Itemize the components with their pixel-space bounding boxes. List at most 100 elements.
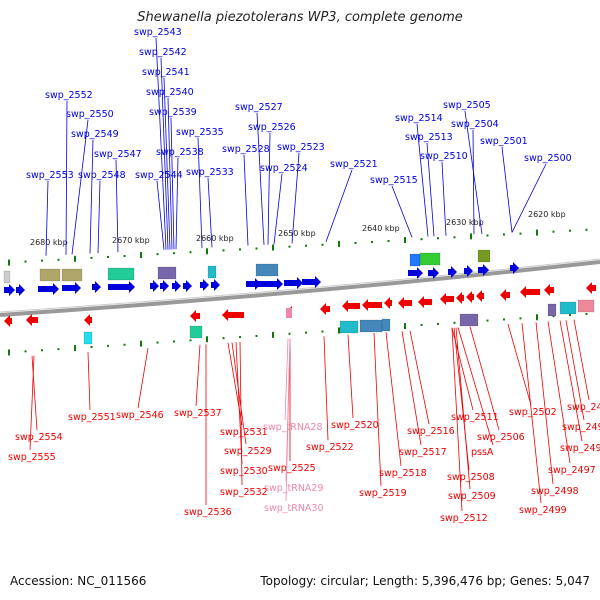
gene-label-bottom: swp_2532 — [220, 487, 268, 498]
bottom-label-leader — [231, 342, 247, 445]
top-label-leader — [416, 123, 429, 237]
gene-label-top: swp_2500 — [524, 153, 572, 164]
bottom-label-leader — [87, 352, 91, 411]
reverse-gene-arrow — [500, 289, 510, 301]
scale-tick-bottom — [288, 332, 291, 335]
gene-label-bottom: swp_2495 — [562, 422, 600, 433]
forward-gene-arrow — [246, 278, 261, 290]
gene-label-top: swp_2548 — [78, 170, 126, 181]
gene-label-top: swp_2553 — [26, 170, 74, 181]
gene-label-top: swp_2526 — [248, 122, 296, 133]
gene-label-bottom: swp_2551 — [68, 412, 116, 423]
gene-label-top: swp_2547 — [94, 149, 142, 160]
scale-label: 2620 kbp — [528, 210, 566, 219]
bottom-label-leader — [573, 319, 590, 401]
forward-gene-arrow — [160, 280, 169, 292]
scale-tick-top — [288, 245, 291, 248]
forward-gene-arrow — [211, 279, 220, 291]
reverse-gene-arrow — [26, 314, 38, 326]
gene-label-top: swp_2523 — [277, 142, 325, 153]
reverse-gene-arrow — [544, 284, 554, 296]
scale-tick-bottom — [321, 330, 324, 333]
bottom-label-leader — [385, 332, 402, 467]
bottom-label-leader — [507, 324, 532, 406]
gene-label-bottom: swp_2522 — [306, 442, 354, 453]
gene-label-bottom: swp_2530 — [220, 466, 268, 477]
scale-tick-top — [486, 234, 489, 237]
gene-label-bottom: swp_2512 — [440, 513, 488, 524]
reverse-gene-arrow — [84, 314, 92, 326]
scale-tick-bottom — [123, 343, 126, 346]
forward-gene-arrow — [16, 284, 25, 296]
annotation-box — [547, 303, 557, 317]
gene-label-bottom: swp_2506 — [477, 432, 525, 443]
scale-tick-top — [404, 237, 406, 244]
gene-label-bottom: swp_2519 — [359, 488, 407, 499]
annotation-box — [359, 319, 383, 333]
annotation-box — [189, 325, 203, 339]
gene-label-bottom: swp_2537 — [174, 408, 222, 419]
scale-tick-bottom — [8, 349, 10, 356]
reverse-gene-arrow — [4, 315, 12, 327]
gene-label-bottom: swp_2497 — [548, 465, 596, 476]
gene-label-bottom: swp_2498 — [531, 486, 579, 497]
scale-tick-bottom — [420, 323, 423, 326]
gene-label-top: swp_2543 — [134, 27, 182, 38]
scale-tick-bottom — [189, 339, 192, 342]
scale-label: 2680 kbp — [30, 238, 68, 247]
annotation-box — [339, 320, 359, 334]
scale-label: 2670 kbp — [112, 236, 150, 245]
scale-tick-bottom — [41, 349, 43, 352]
scale-tick-bottom — [437, 322, 439, 325]
gene-label-top: swp_2549 — [71, 129, 119, 140]
gene-label-bottom: swp_2516 — [407, 426, 455, 437]
scale-tick-bottom — [453, 321, 456, 324]
scale-tick-bottom — [585, 312, 588, 315]
forward-gene-arrow — [200, 279, 209, 291]
top-label-leader — [89, 139, 94, 254]
top-label-leader — [426, 142, 435, 237]
gene-label-bottom: swp_2520 — [331, 420, 379, 431]
gene-label-bottom: swp_2511 — [451, 412, 499, 423]
annotation-box — [3, 270, 11, 284]
annotation-box — [419, 252, 441, 266]
forward-gene-arrow — [108, 281, 135, 293]
gene-label-top: swp_2535 — [176, 127, 224, 138]
scale-tick-top — [57, 258, 60, 261]
scale-tick-top — [189, 251, 192, 254]
top-label-leader — [163, 77, 171, 250]
scale-label: 2650 kbp — [278, 229, 316, 238]
gene-label-top: swp_2515 — [370, 175, 418, 186]
bottom-label-leader — [409, 330, 430, 425]
gene-label-bottom: swp_2517 — [399, 447, 447, 458]
bottom-label-leader — [535, 322, 554, 485]
top-label-leader — [65, 100, 68, 255]
top-label-leader — [167, 97, 173, 250]
gene-label-top: swp_2550 — [66, 109, 114, 120]
scale-tick-top — [536, 229, 538, 236]
scale-tick-top — [305, 244, 307, 247]
top-label-leader — [472, 129, 475, 235]
forward-gene-arrow — [92, 281, 101, 293]
top-label-leader — [175, 157, 179, 250]
scale-tick-top — [569, 229, 571, 232]
gene-label-bottom: swp_2554 — [15, 432, 63, 443]
forward-gene-arrow — [510, 262, 519, 274]
annotation-box — [459, 313, 479, 327]
reverse-gene-arrow — [222, 309, 244, 321]
scale-tick-top — [222, 249, 225, 252]
bottom-label-leader — [284, 338, 289, 421]
top-label-leader — [160, 57, 169, 250]
top-label-leader — [170, 117, 175, 250]
top-label-leader — [115, 159, 119, 253]
gene-label-top: swp_2510 — [420, 151, 468, 162]
reverse-gene-arrow — [476, 290, 484, 302]
annotation-box — [255, 263, 279, 277]
bottom-label-leader — [469, 326, 500, 431]
scale-tick-top — [140, 252, 142, 259]
scale-tick-bottom — [140, 340, 142, 347]
gene-label-bottom: swp_2499 — [519, 505, 567, 516]
gene-label-top: swp_2521 — [330, 159, 378, 170]
scale-tick-top — [321, 243, 324, 246]
